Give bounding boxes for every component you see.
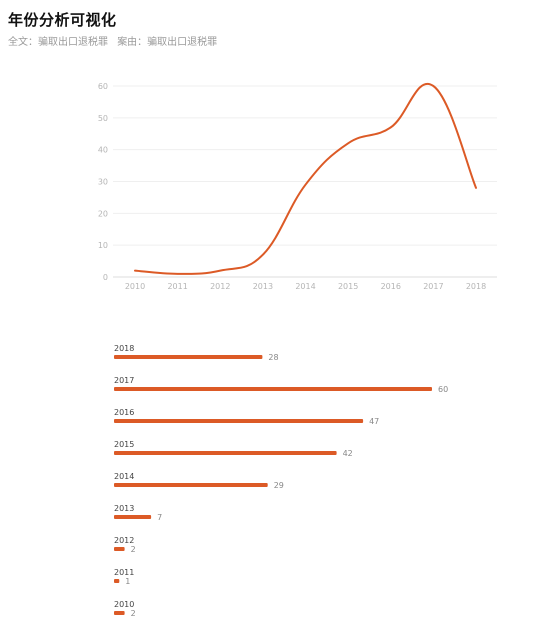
y-tick-label: 0 <box>103 273 108 282</box>
bar <box>114 547 125 551</box>
x-tick-label: 2015 <box>338 282 358 291</box>
y-tick-label: 30 <box>98 178 108 187</box>
bar-value-label: 2 <box>131 545 136 554</box>
bar-category-label: 2012 <box>114 536 134 545</box>
x-tick-label: 2018 <box>466 282 486 291</box>
bar <box>114 355 263 359</box>
bar-category-label: 2018 <box>114 344 134 353</box>
x-tick-label: 2010 <box>125 282 145 291</box>
y-tick-label: 10 <box>98 241 108 250</box>
y-tick-label: 60 <box>98 82 108 91</box>
series-line <box>134 82 477 275</box>
bar-value-label: 42 <box>343 449 353 458</box>
case-label: 案由：骗取出口退税罪 <box>117 37 218 48</box>
bar-category-label: 2013 <box>114 504 134 513</box>
y-tick-label: 40 <box>98 146 108 155</box>
x-tick-label: 2013 <box>253 282 273 291</box>
y-tick-label: 50 <box>98 114 108 123</box>
bar-category-label: 2014 <box>114 472 134 481</box>
bar-category-label: 2017 <box>114 376 134 385</box>
page-title: 年份分析可视化 <box>8 11 117 29</box>
bar <box>114 387 432 391</box>
bar-category-label: 2015 <box>114 440 134 449</box>
bar <box>114 515 152 519</box>
bar-value-label: 60 <box>438 385 448 394</box>
x-tick-label: 2012 <box>210 282 230 291</box>
x-tick-label: 2016 <box>381 282 401 291</box>
bar <box>114 451 337 455</box>
fulltext-label: 全文：骗取出口退税罪 <box>8 37 108 48</box>
bar <box>114 483 268 487</box>
year-line-chart: 0 10 20 30 40 50 60 2010 2011 2012 2013 2014 2015 201… <box>98 82 497 291</box>
bar-value-label: 1 <box>125 577 130 586</box>
y-tick-label: 20 <box>98 209 108 218</box>
bar-value-label: 7 <box>157 513 162 522</box>
search-summary: 全文：骗取出口退税罪 案由：骗取出口退税罪 <box>8 33 223 48</box>
bar-value-label: 2 <box>131 609 136 618</box>
bar-category-label: 2011 <box>114 568 134 577</box>
bar-value-label: 28 <box>268 353 278 362</box>
bar-value-label: 47 <box>369 417 379 426</box>
bar-value-label: 29 <box>274 481 284 490</box>
bar-category-label: 2010 <box>114 600 134 609</box>
bar <box>114 419 364 423</box>
bar <box>114 579 120 583</box>
x-tick-label: 2011 <box>167 282 187 291</box>
bar-category-label: 2016 <box>114 408 134 417</box>
bar <box>114 611 125 615</box>
x-tick-label: 2017 <box>423 282 443 291</box>
x-tick-label: 2014 <box>295 282 315 291</box>
